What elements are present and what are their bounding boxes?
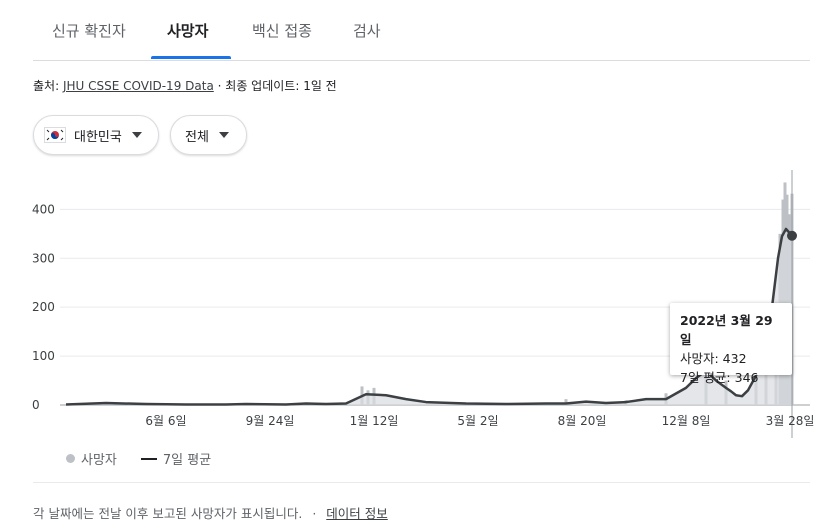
last-update: 최종 업데이트: 1일 전 — [225, 79, 337, 93]
deaths-bar — [564, 399, 568, 405]
x-axis-labels: 6월 6일 9월 24일 1월 12일 5월 2일 8월 20일 12월 8일 3월 28일 — [145, 414, 814, 428]
x-tick-label: 8월 20일 — [558, 414, 607, 428]
region-dropdown[interactable]: 전체 — [170, 115, 247, 155]
y-tick-label: 0 — [32, 398, 40, 412]
deaths-legend-dot-icon — [66, 454, 75, 463]
x-tick-label: 1월 12일 — [350, 414, 399, 428]
source-prefix: 출처: — [33, 79, 60, 93]
tab-deaths[interactable]: 사망자 — [167, 22, 209, 40]
x-tick-label: 12월 8일 — [662, 414, 711, 428]
y-tick-label: 100 — [32, 349, 55, 363]
average-legend-line-icon — [140, 457, 157, 460]
divider — [33, 482, 810, 483]
tooltip-deaths: 사망자: 432 — [680, 351, 747, 366]
y-tick-label: 200 — [32, 300, 55, 314]
footer-text: 각 날짜에는 전날 이후 보고된 사망자가 표시됩니다. — [33, 506, 303, 521]
seven-day-average-line — [65, 227, 793, 406]
y-axis-labels: 0 100 200 300 400 — [32, 202, 55, 412]
korea-flag-icon — [44, 127, 66, 143]
country-dropdown[interactable]: 대한민국 — [33, 115, 159, 155]
region-label: 전체 — [185, 129, 209, 145]
tab-new-cases[interactable]: 신규 확진자 — [52, 22, 126, 40]
source-separator: · — [217, 79, 222, 93]
footer-note: 각 날짜에는 전날 이후 보고된 사망자가 표시됩니다. · 데이터 정보 — [33, 503, 388, 522]
tab-tests[interactable]: 검사 — [353, 22, 381, 40]
tooltip-average: 7일 평균: 346 — [680, 370, 759, 385]
chevron-down-icon — [131, 132, 142, 138]
source-link[interactable]: JHU CSSE COVID-19 Data — [62, 79, 214, 93]
footer-separator: · — [312, 506, 317, 521]
legend-deaths: 사망자 — [81, 453, 117, 468]
y-tick-label: 400 — [32, 202, 55, 216]
chart-tooltip: 2022년 3월 29일 사망자: 432 7일 평균: 346 — [670, 303, 792, 385]
y-tick-label: 300 — [32, 251, 55, 265]
tab-vaccination[interactable]: 백신 접종 — [252, 22, 312, 40]
tooltip-date: 2022년 3월 29일 — [680, 313, 773, 347]
tab-bar: 신규 확진자 사망자 백신 접종 검사 — [33, 0, 810, 61]
average-area — [66, 228, 792, 405]
x-tick-label: 9월 24일 — [246, 414, 295, 428]
chart-legend: 사망자 7일 평균 — [66, 449, 211, 468]
x-tick-label: 3월 28일 — [766, 414, 815, 428]
data-info-link[interactable]: 데이터 정보 — [326, 506, 388, 521]
legend-average: 7일 평균 — [162, 453, 212, 468]
x-tick-label: 6월 6일 — [145, 414, 186, 428]
active-tab-indicator — [151, 56, 231, 59]
chevron-down-icon — [218, 132, 229, 138]
x-tick-label: 5월 2일 — [457, 414, 498, 428]
hover-point — [787, 230, 797, 241]
country-label: 대한민국 — [74, 129, 122, 145]
source-line: 출처: JHU CSSE COVID-19 Data · 최종 업데이트: 1일… — [33, 77, 337, 94]
